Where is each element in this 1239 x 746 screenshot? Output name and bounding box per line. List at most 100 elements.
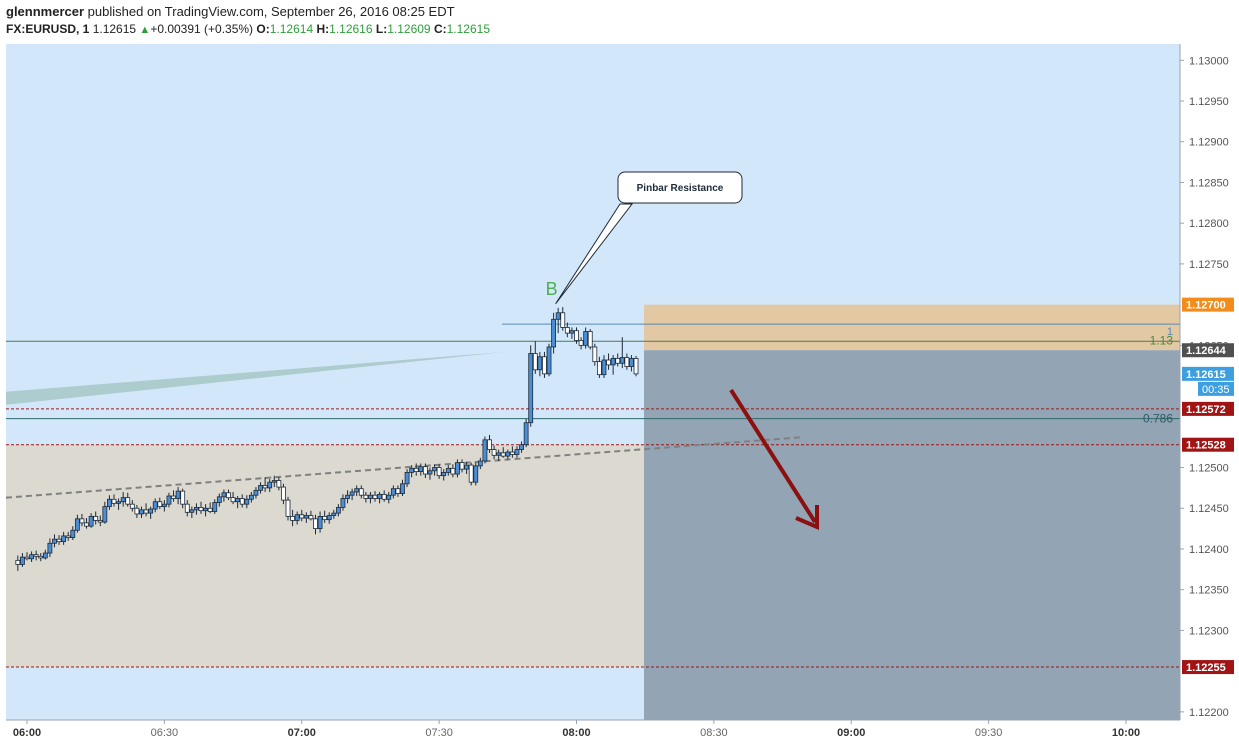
candle xyxy=(148,508,154,514)
time-tick-label: 07:30 xyxy=(425,727,453,739)
price-tick-label: 1.12850 xyxy=(1189,177,1229,189)
candle xyxy=(459,462,465,470)
candle xyxy=(487,439,492,451)
candle xyxy=(592,346,598,363)
candle xyxy=(555,312,561,320)
candle xyxy=(184,503,190,513)
candle xyxy=(542,356,547,375)
candle xyxy=(528,353,534,424)
candle xyxy=(500,452,506,457)
candle xyxy=(125,497,131,505)
candle xyxy=(79,518,85,524)
candle xyxy=(335,507,341,514)
candle xyxy=(477,460,483,467)
candle xyxy=(390,488,396,496)
candle xyxy=(455,462,460,475)
candle xyxy=(65,535,71,538)
candle xyxy=(615,357,621,364)
open-label: O: xyxy=(256,22,270,36)
time-axis[interactable]: 06:00 06:30 07:00 07:30 08:00 08:30 09:00 09:30… xyxy=(6,719,1180,739)
low-value: 1.12609 xyxy=(387,22,431,36)
candle xyxy=(56,538,62,543)
price-change: +0.00391 (+0.35%) xyxy=(150,22,254,36)
candle xyxy=(74,518,80,531)
candle xyxy=(345,494,350,499)
candle xyxy=(422,466,428,475)
candle xyxy=(161,503,167,508)
candle xyxy=(583,331,589,346)
candle xyxy=(381,493,387,500)
candle xyxy=(372,494,378,499)
candle xyxy=(358,488,364,496)
time-tick-label: 08:30 xyxy=(700,727,728,739)
candle xyxy=(294,514,300,521)
countdown-text: 00:35 xyxy=(1202,384,1230,396)
trend-line xyxy=(5,436,801,499)
close-value: 1.12615 xyxy=(446,22,491,36)
candle xyxy=(235,498,241,503)
candle xyxy=(633,357,639,375)
candle xyxy=(203,507,208,512)
candle xyxy=(505,451,511,457)
candle xyxy=(386,494,392,500)
target-zone xyxy=(644,350,1180,720)
candle xyxy=(88,515,94,527)
candle xyxy=(29,554,34,560)
point-b-label: B xyxy=(546,279,558,299)
candle xyxy=(331,512,337,516)
candle xyxy=(61,535,67,543)
candle xyxy=(47,542,53,554)
candle xyxy=(166,495,172,505)
candle xyxy=(157,501,163,508)
candle xyxy=(619,357,625,364)
candle xyxy=(111,498,117,504)
candle xyxy=(221,492,227,498)
candle xyxy=(427,470,433,475)
ohlc-legend: FX:EURUSD, 1 1.12615 ▲+0.00391 (+0.35%) … xyxy=(6,22,490,36)
price-label-box xyxy=(1182,366,1234,381)
price-tick-label: 1.12800 xyxy=(1189,218,1229,230)
candle xyxy=(491,449,497,456)
candle xyxy=(281,486,286,501)
zones-layer xyxy=(6,304,1180,720)
price-tick-label: 1.12350 xyxy=(1189,585,1229,597)
price-tick-label: 1.12950 xyxy=(1189,96,1229,108)
candle xyxy=(404,472,410,485)
candle xyxy=(624,357,630,367)
candle xyxy=(317,515,323,530)
price-tick-label: 1.12450 xyxy=(1189,503,1229,515)
candle xyxy=(313,518,318,530)
candle xyxy=(230,497,236,503)
price-axis[interactable]: 1.13000 1.12950 1.12900 1.12850 1.12800 1.127… xyxy=(1179,44,1234,720)
time-tick-label: 06:30 xyxy=(151,727,179,739)
candle xyxy=(258,485,263,491)
candle xyxy=(38,555,44,559)
author-name[interactable]: glennmercer xyxy=(6,4,85,19)
candle xyxy=(606,359,611,366)
candle xyxy=(116,501,121,504)
price-tick-label: 1.12400 xyxy=(1189,544,1229,556)
price-label-text: 1.12644 xyxy=(1186,345,1227,357)
high-label: H: xyxy=(316,22,330,36)
time-tick-label: 09:00 xyxy=(837,727,865,739)
callout-text: Pinbar Resistance xyxy=(637,183,724,194)
candle xyxy=(198,507,204,512)
symbol-label[interactable]: FX:EURUSD, 1 xyxy=(6,22,90,36)
candle xyxy=(514,449,520,455)
price-label-text: 1.12528 xyxy=(1186,440,1226,452)
candle xyxy=(97,520,103,523)
callout-box xyxy=(617,171,743,204)
price-label-text: 1.12700 xyxy=(1186,300,1226,312)
price-tick-label: 1.13000 xyxy=(1189,55,1229,67)
fan-wedge xyxy=(6,351,505,405)
candle xyxy=(226,492,231,499)
candle xyxy=(33,554,39,557)
candle xyxy=(629,357,634,367)
down-arrow-shaft xyxy=(729,388,817,524)
price-tick-label: 1.12200 xyxy=(1189,707,1229,719)
candle xyxy=(70,529,76,538)
candle xyxy=(308,515,314,520)
candle xyxy=(129,503,135,509)
candle xyxy=(569,330,575,334)
